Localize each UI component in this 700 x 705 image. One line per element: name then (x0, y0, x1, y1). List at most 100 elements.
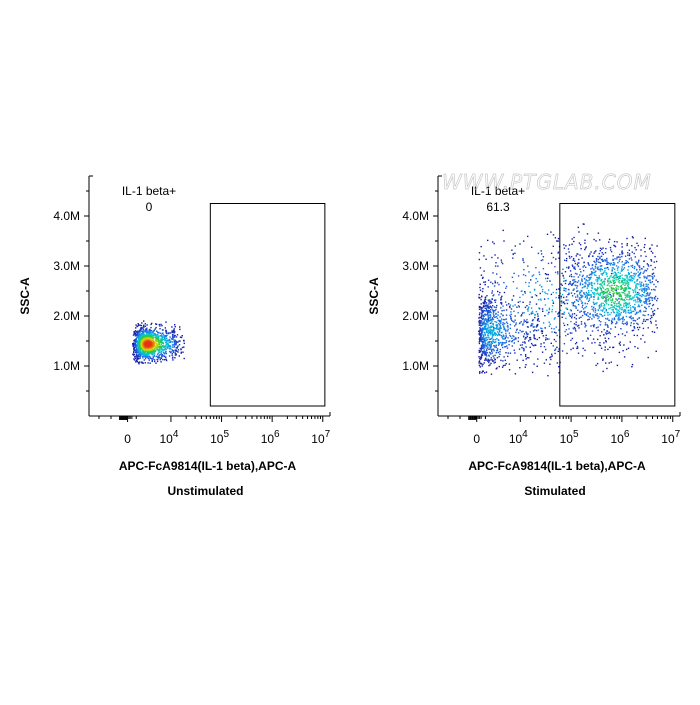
scatter-point (158, 331, 160, 334)
scatter-point (626, 306, 628, 308)
scatter-point (625, 287, 627, 289)
scatter-point (639, 285, 642, 288)
scatter-point (565, 288, 567, 290)
scatter-point (170, 337, 173, 340)
scatter-point (591, 285, 593, 287)
scatter-point (488, 336, 490, 339)
scatter-point (162, 349, 164, 352)
scatter-point (155, 323, 157, 325)
scatter-point (563, 343, 566, 345)
scatter-point (612, 302, 615, 304)
scatter-point (494, 345, 496, 347)
scatter-point (494, 358, 496, 361)
scatter-point (621, 306, 623, 309)
scatter-point (640, 288, 642, 290)
scatter-point (557, 313, 559, 315)
scatter-point (605, 291, 607, 294)
scatter-point (489, 319, 491, 322)
scatter-point (482, 350, 484, 353)
scatter-point (629, 287, 631, 290)
scatter-point (615, 288, 618, 290)
scatter-point (483, 346, 485, 348)
scatter-point (583, 312, 585, 314)
scatter-point (601, 331, 603, 333)
scatter-point (637, 275, 639, 277)
scatter-point (156, 343, 158, 345)
scatter-point (647, 265, 650, 267)
scatter-point (166, 337, 168, 339)
scatter-point (137, 325, 139, 327)
scatter-point (642, 266, 645, 268)
scatter-point (554, 352, 556, 355)
scatter-point (610, 322, 613, 325)
scatter-point (628, 279, 630, 282)
scatter-point (516, 306, 518, 308)
scatter-point (611, 267, 614, 269)
scatter-point (629, 297, 631, 299)
scatter-point (151, 336, 154, 339)
scatter-point (563, 244, 565, 246)
scatter-point (561, 272, 563, 275)
scatter-point (170, 351, 172, 353)
scatter-point (580, 323, 583, 325)
scatter-point (159, 335, 161, 337)
scatter-point (478, 314, 481, 316)
scatter-point (151, 360, 153, 363)
scatter-point (491, 292, 493, 294)
scatter-point (621, 297, 623, 300)
scatter-point (484, 359, 486, 361)
scatter-point (161, 324, 163, 327)
scatter-point (161, 354, 163, 356)
scatter-point (632, 275, 634, 277)
scatter-point (523, 349, 525, 352)
scatter-point (149, 330, 152, 332)
scatter-point (613, 263, 616, 265)
scatter-point (568, 266, 570, 268)
scatter-point (484, 299, 486, 301)
scatter-point (500, 297, 502, 299)
scatter-point (576, 347, 578, 350)
scatter-point (155, 344, 157, 346)
scatter-point (626, 303, 629, 306)
scatter-point (545, 339, 547, 341)
scatter-point (136, 334, 138, 337)
scatter-point (620, 295, 622, 298)
gate-rectangle[interactable] (559, 203, 676, 407)
scatter-point (646, 285, 648, 287)
scatter-point (558, 329, 560, 331)
scatter-point (619, 344, 621, 346)
scatter-point (622, 292, 624, 294)
scatter-point (590, 290, 592, 292)
scatter-point (162, 342, 164, 344)
scatter-point (595, 263, 597, 265)
scatter-point (654, 266, 656, 269)
scatter-point (486, 328, 488, 330)
scatter-point (170, 341, 172, 343)
scatter-point (633, 334, 635, 336)
scatter-point (591, 330, 594, 332)
scatter-point (619, 308, 621, 310)
scatter-point (502, 346, 504, 349)
scatter-point (159, 347, 162, 349)
scatter-point (599, 293, 602, 295)
scatter-point (161, 329, 164, 331)
scatter-point (644, 290, 646, 292)
scatter-point (649, 281, 651, 283)
scatter-point (555, 332, 557, 334)
scatter-point (630, 322, 632, 324)
scatter-point (634, 313, 637, 315)
scatter-point (166, 344, 168, 346)
scatter-point (531, 344, 534, 346)
gate-rectangle[interactable] (209, 203, 326, 407)
x-tick-label: 0 (473, 432, 480, 446)
scatter-point (580, 294, 583, 297)
scatter-point (565, 329, 568, 331)
scatter-point (520, 315, 522, 317)
scatter-point (636, 269, 638, 271)
scatter-point (503, 326, 505, 328)
scatter-point (479, 327, 481, 329)
scatter-point (484, 351, 486, 353)
scatter-point (544, 327, 546, 329)
y-tick-label: 1.0M (402, 359, 429, 373)
scatter-point (154, 344, 156, 347)
